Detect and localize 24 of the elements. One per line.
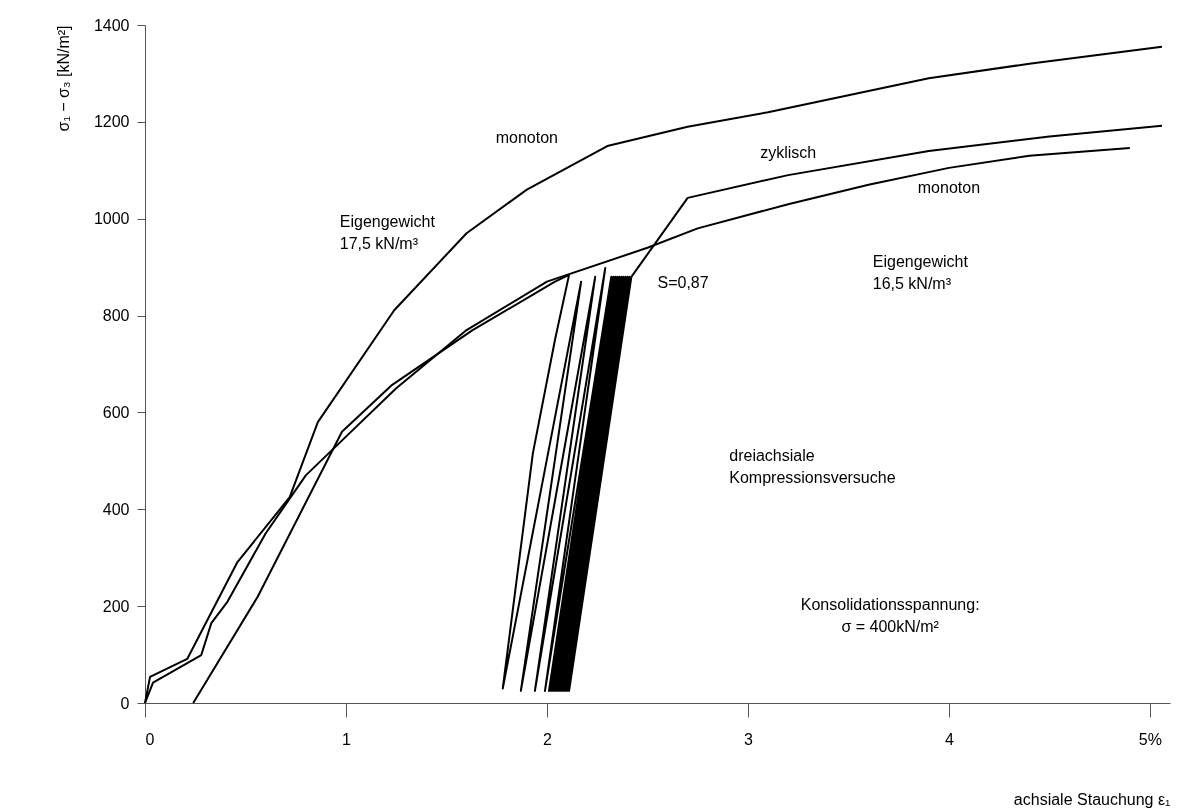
y-tick-label: 1400 — [93, 16, 130, 34]
annotation: dreiachsiale Kompressionsversuche — [729, 446, 896, 486]
y-tick-label: 800 — [102, 307, 130, 325]
x-tick-label: 2 — [543, 730, 553, 748]
y-tick-label: 0 — [120, 694, 130, 712]
y-axis-title: σ₁ − σ₃ [kN/m²] — [54, 25, 72, 132]
annotation: S=0,87 — [657, 273, 709, 291]
y-tick-label: 1200 — [93, 113, 130, 131]
x-tick-label: 5% — [1138, 730, 1162, 748]
y-tick-label: 1000 — [93, 210, 130, 228]
x-axis-title: achsiale Stauchung ε₁ — [1013, 790, 1171, 808]
x-tick-label: 1 — [342, 730, 352, 748]
x-tick-label: 4 — [944, 730, 954, 748]
y-tick-label: 400 — [102, 500, 130, 518]
x-tick-label: 3 — [743, 730, 753, 748]
series-label: zyklisch — [760, 144, 817, 162]
annotation: Eigengewicht 16,5 kN/m³ — [872, 253, 969, 293]
y-tick-label: 600 — [102, 403, 130, 421]
x-tick-label: 0 — [145, 730, 155, 748]
series-label: monoton — [917, 178, 981, 196]
y-tick-label: 200 — [102, 597, 130, 615]
annotation: Eigengewicht 17,5 kN/m³ — [339, 212, 436, 252]
series-label: monoton — [495, 128, 558, 146]
annotation: Konsolidationsspannung: σ = 400kN/m² — [800, 595, 980, 635]
